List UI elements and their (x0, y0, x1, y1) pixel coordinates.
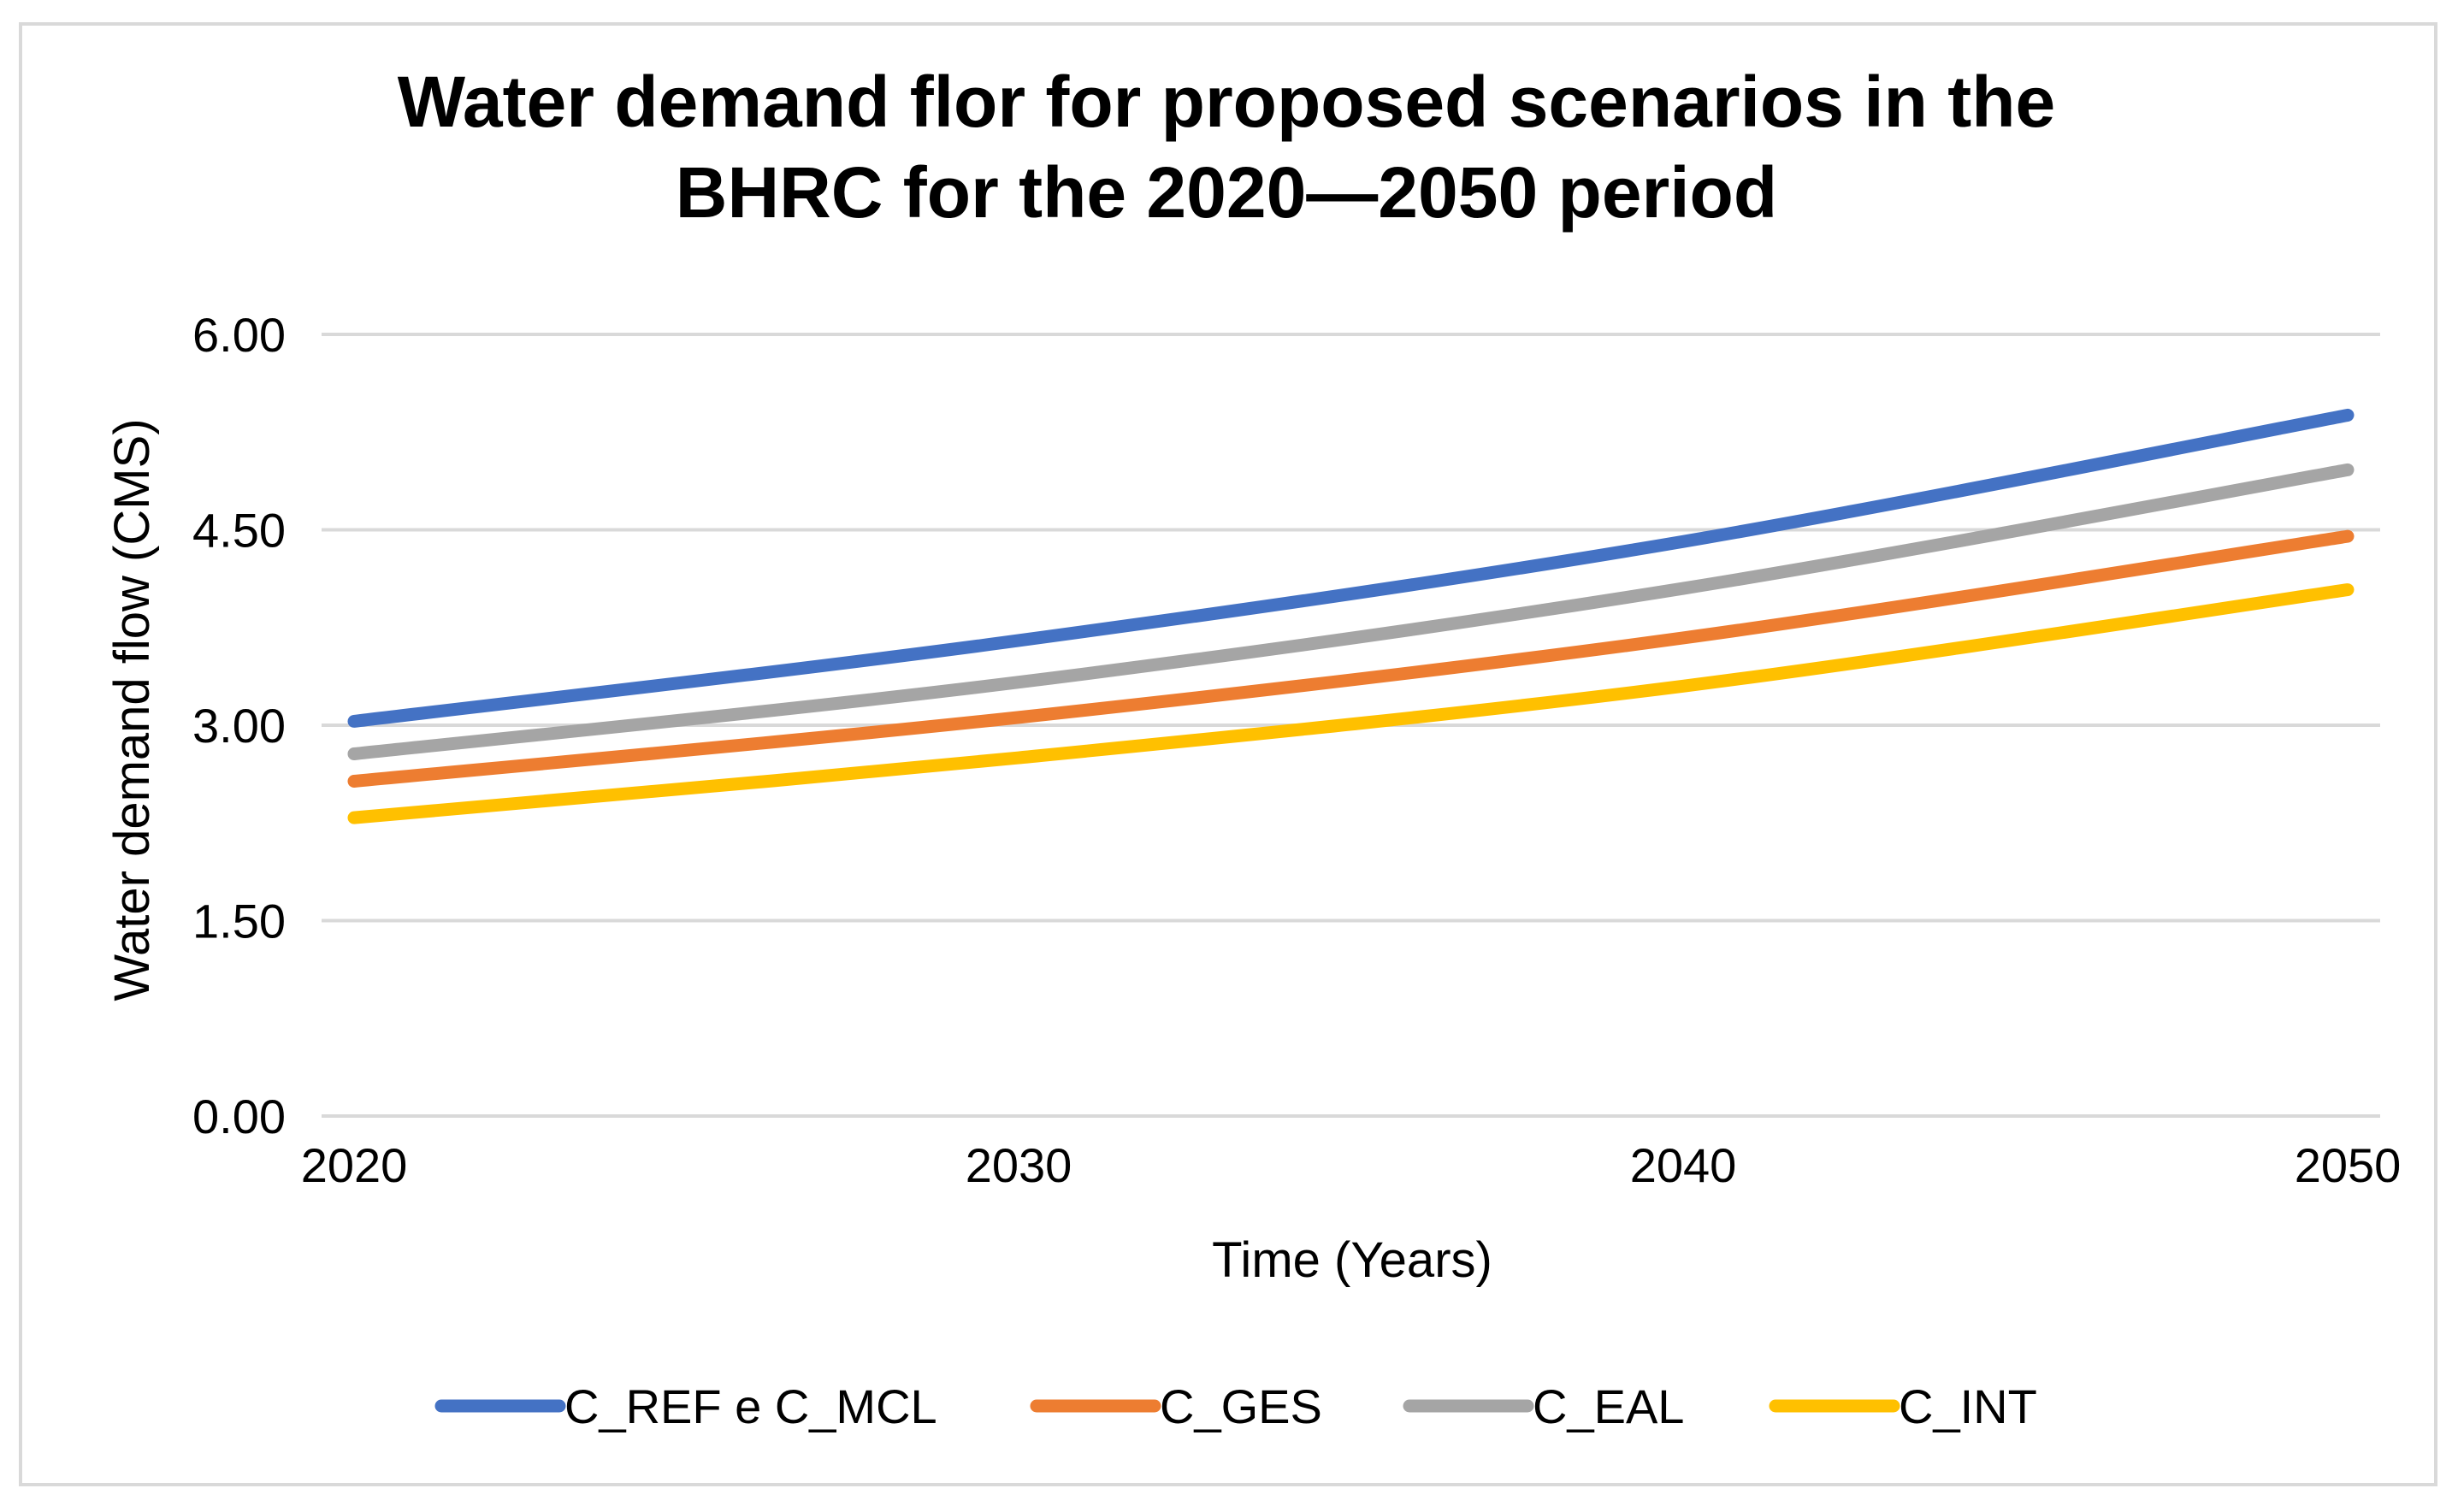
y-tick-label-4: 6.00 (192, 308, 286, 362)
y-axis-title: Water demand flow (CMS) (104, 418, 160, 1001)
legend: C_REF e C_MCL C_GES C_EAL C_INT (434, 1379, 2037, 1433)
series-line-0 (347, 408, 2355, 728)
y-axis-ticks: 0.00 1.50 3.00 4.50 6.00 (192, 308, 286, 1143)
legend-label-2: C_EAL (1533, 1379, 1684, 1433)
x-tick-label-1: 2030 (966, 1138, 1072, 1192)
y-tick-label-3: 4.50 (192, 504, 286, 558)
legend-label-0: C_REF e C_MCL (564, 1379, 937, 1433)
x-tick-label-3: 2050 (2295, 1138, 2402, 1192)
y-tick-label-0: 0.00 (192, 1090, 286, 1143)
x-axis-ticks: 2020 2030 2040 2050 (301, 1138, 2402, 1192)
series-lines (347, 408, 2355, 824)
series-line-2 (347, 463, 2355, 761)
x-tick-label-0: 2020 (301, 1138, 408, 1192)
y-tick-label-2: 3.00 (192, 699, 286, 753)
series-line-3 (347, 583, 2355, 824)
x-axis-title: Time (Years) (1212, 1232, 1492, 1288)
chart-title-line-1: Water demand flor for proposed scenarios… (398, 62, 2056, 142)
legend-label-1: C_GES (1160, 1379, 1322, 1433)
chart-svg: Water demand flor for proposed scenarios… (104, 62, 2402, 1433)
chart-frame: Water demand flor for proposed scenarios… (19, 22, 2437, 1486)
chart-title-line-2: BHRC for the 2020—2050 period (676, 152, 1777, 233)
y-tick-label-1: 1.50 (192, 895, 286, 948)
x-tick-label-2: 2040 (1630, 1138, 1737, 1192)
legend-label-3: C_INT (1899, 1379, 2037, 1433)
series-line-1 (347, 529, 2355, 788)
